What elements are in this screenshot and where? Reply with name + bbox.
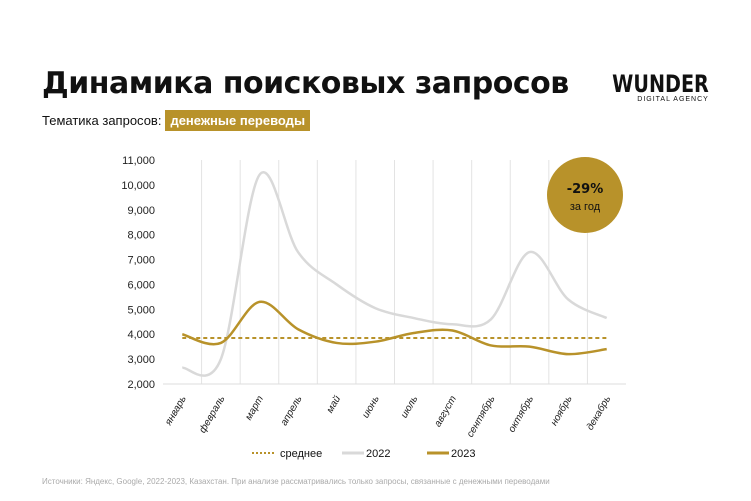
y-tick-label: 8,000 <box>127 230 155 242</box>
subtitle-label: Тематика запросов: <box>42 113 162 128</box>
x-tick-label: июль <box>399 394 420 420</box>
x-tick-label: сентябрь <box>464 394 497 440</box>
y-tick-label: 2,000 <box>127 379 155 391</box>
x-tick-label: март <box>243 394 266 422</box>
y-tick-label: 10,000 <box>121 180 155 192</box>
series-line-2023 <box>181 300 607 356</box>
x-tick-label: октябрь <box>506 394 537 435</box>
y-tick-label: 3,000 <box>127 354 155 366</box>
change-badge <box>547 157 623 233</box>
legend-label: среднее <box>280 448 322 460</box>
x-tick-label: апрель <box>279 394 305 428</box>
page-title: Динамика поисковых запросов <box>42 66 569 101</box>
y-tick-label: 4,000 <box>127 329 155 341</box>
source-note: Источники: Яндекс, Google, 2022-2023, Ка… <box>42 477 550 486</box>
x-tick-label: июнь <box>360 394 381 420</box>
subtitle: Тематика запросов: денежные переводы <box>42 110 311 131</box>
legend-label: 2022 <box>366 448 390 460</box>
badge-label: за год <box>570 201 601 213</box>
y-tick-label: 11,000 <box>122 155 155 167</box>
y-tick-label: 7,000 <box>127 255 155 267</box>
legend-label: 2023 <box>451 448 475 460</box>
x-tick-label: ноябрь <box>548 394 575 428</box>
y-tick-label: 6,000 <box>127 279 155 291</box>
y-tick-label: 9,000 <box>127 205 155 217</box>
logo-text: WUNDER <box>612 70 709 98</box>
x-tick-label: февраль <box>196 394 227 436</box>
x-tick-label: май <box>325 394 344 415</box>
x-tick-label: август <box>432 394 459 429</box>
y-tick-label: 5,000 <box>127 304 155 316</box>
logo: WUNDER DIGITAL AGENCY <box>588 70 709 103</box>
series-line-2022 <box>182 171 608 377</box>
badge-value: -29% <box>567 182 604 197</box>
x-tick-label: декабрь <box>584 394 613 433</box>
topic-tag: денежные переводы <box>165 110 311 131</box>
logo-sub: DIGITAL AGENCY <box>637 96 709 103</box>
x-tick-label: январь <box>163 394 189 428</box>
